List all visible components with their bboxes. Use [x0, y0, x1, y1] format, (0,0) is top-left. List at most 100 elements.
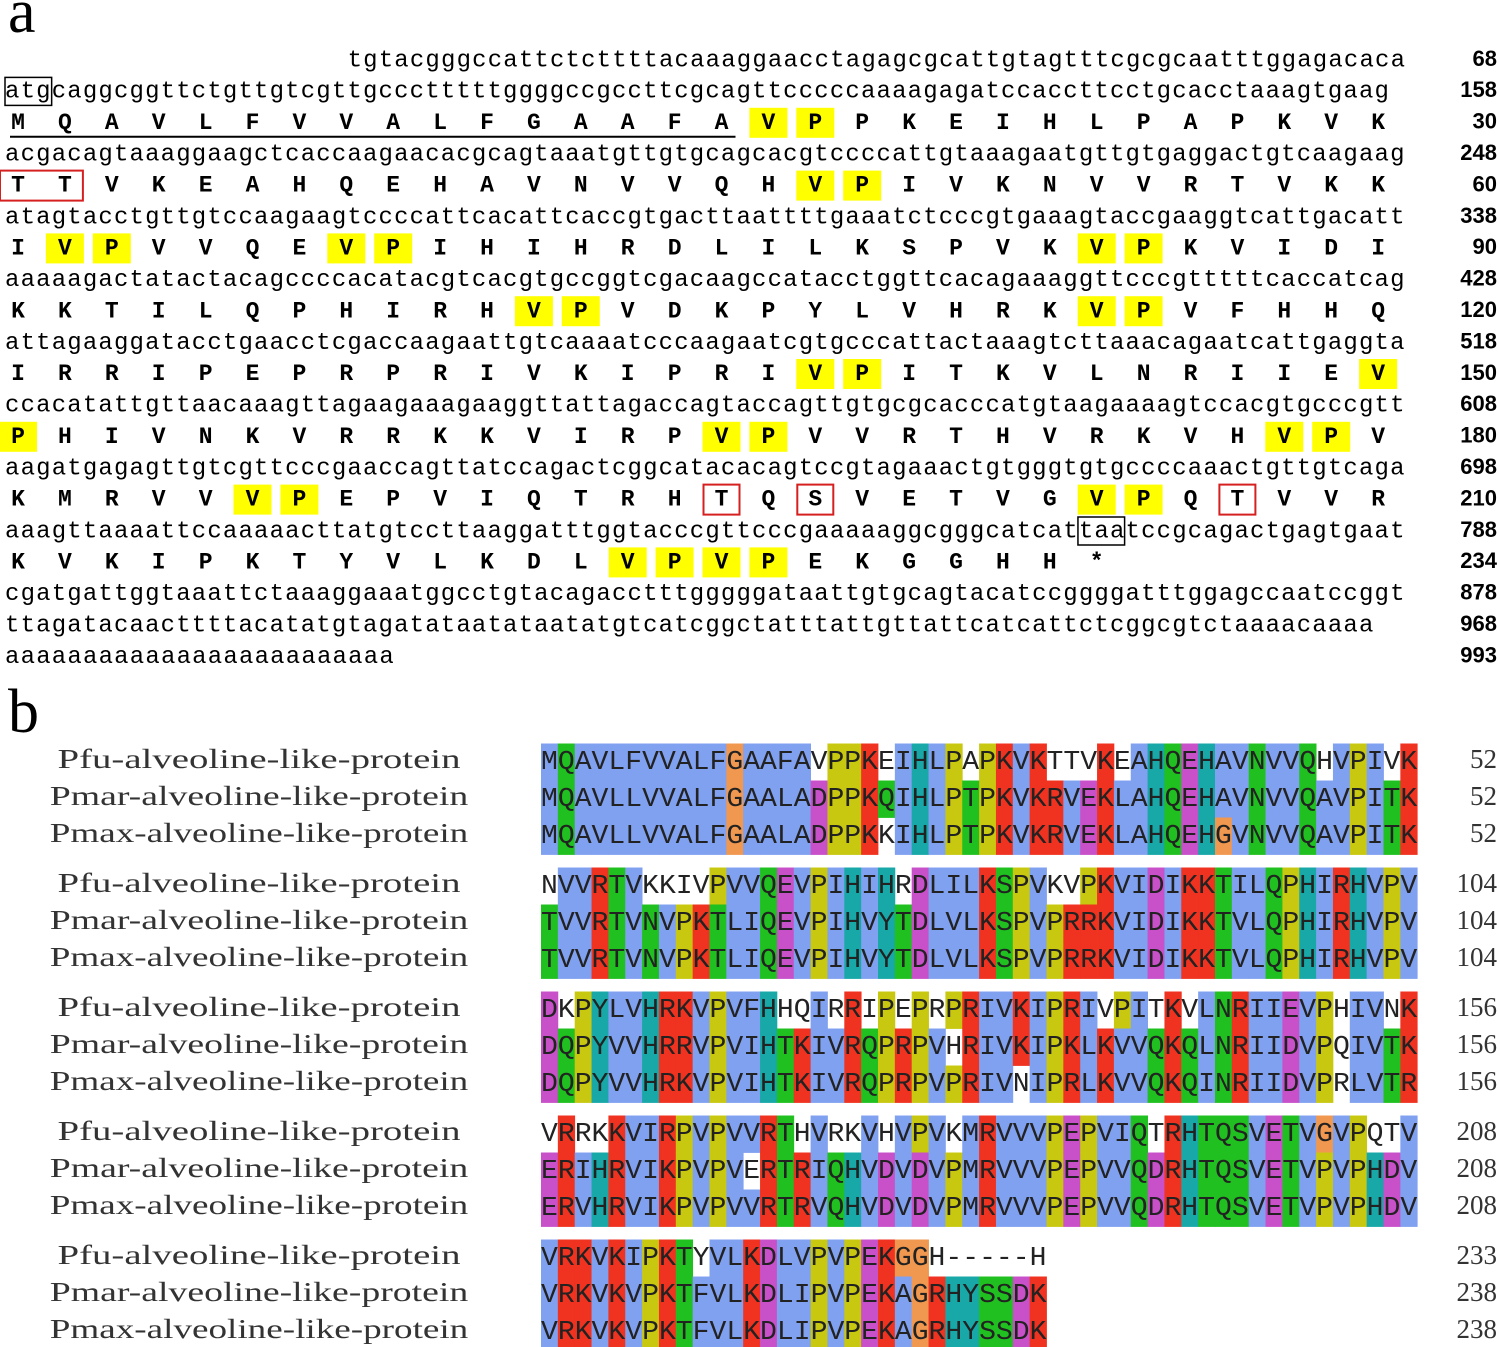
residue-color	[1080, 904, 1098, 942]
residue-color	[1366, 1152, 1384, 1190]
residue: M	[11, 110, 25, 136]
residue-color	[894, 1065, 913, 1103]
residue-color	[1147, 817, 1165, 855]
residue-color	[1349, 991, 1368, 1029]
residue-color	[1147, 780, 1165, 818]
aligned-sequence: ERVHRVIKPVPVVRTRVQHVDVDVPMRVVVPEPVVQDRHT…	[541, 1194, 1418, 1224]
residue-color	[995, 1028, 1014, 1066]
nucleotide-line: ttagatacaacttttacatatgtagatataatataatatg…	[5, 613, 1373, 640]
position-number: 104	[1457, 942, 1498, 972]
residue: E	[902, 487, 916, 513]
residue-color	[760, 817, 778, 855]
residue: P	[855, 361, 869, 387]
residue: V	[621, 173, 635, 199]
residue: V	[621, 549, 635, 575]
residue-color	[1012, 1189, 1031, 1227]
residue-color	[1215, 780, 1233, 818]
residue-color	[1248, 817, 1266, 855]
residue-color	[1248, 1115, 1266, 1153]
residue: T	[105, 298, 119, 324]
residue-color	[793, 1313, 811, 1347]
residue-color	[1130, 1115, 1148, 1153]
residue-color	[810, 1065, 828, 1103]
sequence-name: Pmax-alveoline-like-protein	[50, 1066, 469, 1096]
residue-color	[557, 1115, 576, 1153]
residue-color	[1400, 867, 1418, 905]
residue-color	[1248, 1189, 1266, 1227]
residue-color	[1029, 1189, 1047, 1227]
residue-color	[945, 817, 963, 855]
residue-color	[1366, 780, 1384, 818]
residue: N	[1137, 361, 1151, 387]
residue: A	[105, 110, 119, 136]
position-number: 30	[1473, 109, 1497, 134]
residue-color	[760, 1028, 778, 1066]
residue-color	[1231, 780, 1250, 818]
residue-color	[591, 1276, 609, 1314]
residue: I	[11, 361, 25, 387]
residue-color	[1113, 941, 1132, 979]
residue: V	[152, 424, 166, 450]
residue-color	[894, 1276, 913, 1314]
residue: L	[433, 549, 447, 575]
residue-color	[1332, 743, 1351, 781]
residue-color	[1332, 1189, 1351, 1227]
vp-highlight	[702, 421, 741, 452]
residue: P	[761, 424, 775, 450]
residue-color	[1147, 1189, 1165, 1227]
residue-color	[1349, 817, 1368, 855]
position-number: 158	[1460, 77, 1497, 102]
residue: K	[246, 549, 260, 575]
residue-color	[1349, 743, 1368, 781]
residue: R	[621, 424, 635, 450]
residue-color	[625, 1239, 643, 1277]
residue-color	[1383, 941, 1401, 979]
residue-color	[1299, 904, 1317, 942]
residue-color	[1299, 1189, 1317, 1227]
residue-color	[1063, 941, 1081, 979]
position-number: 208	[1457, 1190, 1498, 1220]
sequence-name: Pfu-alveoline-like-protein	[58, 1116, 462, 1146]
residue-color	[591, 1065, 609, 1103]
residue-color	[979, 991, 997, 1029]
position-number: 608	[1460, 391, 1497, 416]
residue: H	[761, 173, 775, 199]
residue-color	[1080, 1065, 1098, 1103]
residue-color	[1046, 1115, 1064, 1153]
residue-color	[743, 743, 761, 781]
residue-color	[1366, 904, 1384, 942]
residue-color	[658, 780, 677, 818]
vp-highlight	[1312, 421, 1351, 452]
residue-color	[911, 904, 929, 942]
residue-color	[1248, 941, 1266, 979]
residue-color	[743, 817, 761, 855]
residue-color	[844, 991, 862, 1029]
residue-color	[1349, 1065, 1368, 1103]
nucleotide-line: aaagttaaaattccaaaaacttatgtccttaaggatttgg…	[5, 518, 1405, 545]
vp-highlight	[45, 233, 84, 264]
residue-color	[692, 817, 710, 855]
residue: R	[1184, 173, 1198, 199]
residue-color	[658, 1065, 677, 1103]
residue: R	[1184, 361, 1198, 387]
residue-color	[776, 743, 795, 781]
residue-color	[574, 991, 592, 1029]
residue: K	[480, 549, 494, 575]
residue-color	[709, 867, 727, 905]
residue-color	[793, 1276, 811, 1314]
residue-color	[1299, 780, 1317, 818]
residue: E	[949, 110, 963, 136]
position-number: 68	[1473, 46, 1497, 71]
residue: V	[339, 110, 353, 136]
residue-color	[1282, 867, 1300, 905]
residue-color	[1113, 1189, 1132, 1227]
vp-highlight	[702, 547, 741, 578]
residue-color	[827, 941, 845, 979]
residue-color	[557, 1065, 576, 1103]
aligned-sequence: VRRKKVIRPVPVVRTHVRKVHVPVKMRVVVPEPVIQTRHT…	[541, 1120, 1418, 1150]
residue-color	[726, 1065, 744, 1103]
residue: Y	[808, 298, 822, 324]
residue-color	[928, 1028, 946, 1066]
residue: K	[11, 549, 25, 575]
residue-color	[1316, 780, 1334, 818]
